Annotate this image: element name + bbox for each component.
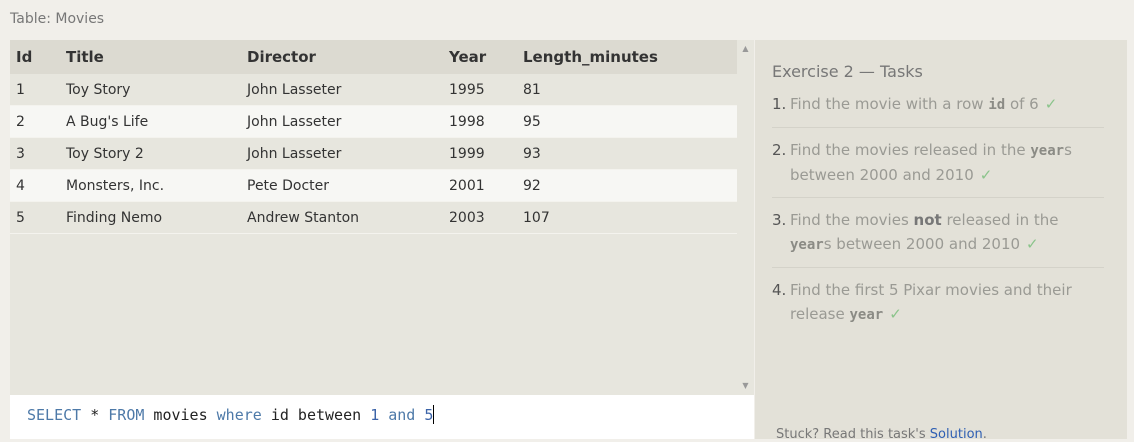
sql-token: where [216, 406, 262, 424]
table-cell: 2003 [443, 201, 517, 234]
sql-token: SELECT [27, 406, 82, 424]
task-item: 2. Find the movies released in the years … [772, 138, 1104, 198]
task-list: 1. Find the movie with a row id of 6 ✓ 2. Fi… [772, 92, 1104, 347]
table-cell: 4 [10, 169, 60, 202]
scroll-up-icon[interactable]: ▲ [742, 44, 749, 53]
table-caption: Table: Movies [10, 11, 105, 27]
task-text: of 6 [1005, 95, 1039, 113]
sql-editor[interactable]: SELECT * FROM movies where id between 1 … [10, 395, 754, 439]
sql-token: * [81, 406, 109, 424]
sql-token: movies [144, 406, 217, 424]
task-code: year [1030, 143, 1065, 159]
task-text: Find the first 5 Pixar movies and their … [790, 281, 1072, 323]
table-cell: 107 [517, 201, 737, 234]
task-number: 2. [772, 141, 787, 159]
table-cell: 1 [10, 74, 60, 106]
task-code: year [849, 307, 884, 323]
table-body: 1 Toy Story John Lasseter 1995 81 2 A Bug's Li… [10, 74, 737, 234]
task-text: not [913, 211, 942, 229]
table-cell: 92 [517, 169, 737, 202]
sql-token: 5 [424, 406, 434, 424]
table-cell: Andrew Stanton [241, 201, 443, 234]
hint-text: Stuck? Read this task's Solution. [776, 427, 987, 442]
table-cell: 81 [517, 74, 737, 106]
checkmark-icon: ✓ [889, 305, 902, 323]
table-cell: 2 [10, 105, 60, 138]
table-row: 5 Finding Nemo Andrew Stanton 2003 107 [10, 201, 737, 234]
column-header: Year [443, 40, 517, 74]
task-text: released in the [941, 211, 1059, 229]
task-number: 3. [772, 211, 787, 229]
table-cell: John Lasseter [241, 137, 443, 170]
table-cell: 1999 [443, 137, 517, 170]
table-cell: Toy Story [60, 74, 241, 106]
table-cell: A Bug's Life [60, 105, 241, 138]
column-header: Id [10, 40, 60, 74]
task-item: 3. Find the movies not released in the ye… [772, 208, 1104, 268]
table-cell: John Lasseter [241, 105, 443, 138]
task-text: s between 2000 and 2010 [790, 141, 1072, 184]
table-header-row: Id Title Director Year Length_minutes [10, 40, 737, 74]
checkmark-icon: ✓ [1026, 235, 1039, 253]
table-row: 3 Toy Story 2 John Lasseter 1999 93 [10, 137, 737, 170]
table-cell: Finding Nemo [60, 201, 241, 234]
table-cell: 1998 [443, 105, 517, 138]
task-number: 4. [772, 281, 787, 299]
tasks-panel: Exercise 2 — Tasks 1. Find the movie with… [755, 40, 1127, 442]
sql-query-line[interactable]: SELECT * FROM movies where id between 1 … [27, 405, 435, 424]
task-item: 1. Find the movie with a row id of 6 ✓ [772, 92, 1104, 128]
table-cell: John Lasseter [241, 74, 443, 106]
table-cell: 93 [517, 137, 737, 170]
column-header: Director [241, 40, 443, 74]
task-text: s between 2000 and 2010 [823, 235, 1021, 253]
tasks-title: Exercise 2 — Tasks [772, 62, 923, 81]
table-row: 1 Toy Story John Lasseter 1995 81 [10, 74, 737, 106]
table-cell: 95 [517, 105, 737, 138]
table-cell: 1995 [443, 74, 517, 106]
results-table: Id Title Director Year Length_minutes 1 Toy S… [10, 40, 737, 234]
solution-link[interactable]: Solution [929, 427, 983, 442]
scroll-down-icon[interactable]: ▼ [742, 381, 749, 390]
task-text: Find the movie with a row [790, 95, 989, 113]
hint-prefix: Stuck? Read this task's [776, 427, 930, 442]
table-cell: Toy Story 2 [60, 137, 241, 170]
text-cursor [433, 405, 435, 424]
task-text: Find the movies released in the [790, 141, 1031, 159]
task-item: 4. Find the first 5 Pixar movies and thei… [772, 278, 1104, 337]
task-number: 1. [772, 95, 787, 113]
hint-suffix: . [982, 427, 987, 442]
task-text: Find the movies [790, 211, 914, 229]
sql-token: and [388, 406, 416, 424]
column-header: Title [60, 40, 241, 74]
task-code: id [988, 97, 1006, 113]
task-code: year [790, 237, 824, 253]
table-cell: 2001 [443, 169, 517, 202]
table-cell: 5 [10, 201, 60, 234]
table-cell: Monsters, Inc. [60, 169, 241, 202]
vertical-scrollbar[interactable]: ▲ ▼ [737, 40, 754, 395]
sql-token: id between [261, 406, 371, 424]
column-header: Length_minutes [517, 40, 737, 74]
sql-token [379, 406, 388, 424]
table-row: 4 Monsters, Inc. Pete Docter 2001 92 [10, 169, 737, 202]
table-cell: Pete Docter [241, 169, 443, 202]
table-cell: 3 [10, 137, 60, 170]
checkmark-icon: ✓ [979, 166, 993, 184]
sql-token: FROM [108, 406, 145, 424]
results-panel: Id Title Director Year Length_minutes 1 Toy S… [10, 40, 754, 395]
sql-token: 1 [370, 406, 380, 424]
checkmark-icon: ✓ [1044, 95, 1058, 113]
